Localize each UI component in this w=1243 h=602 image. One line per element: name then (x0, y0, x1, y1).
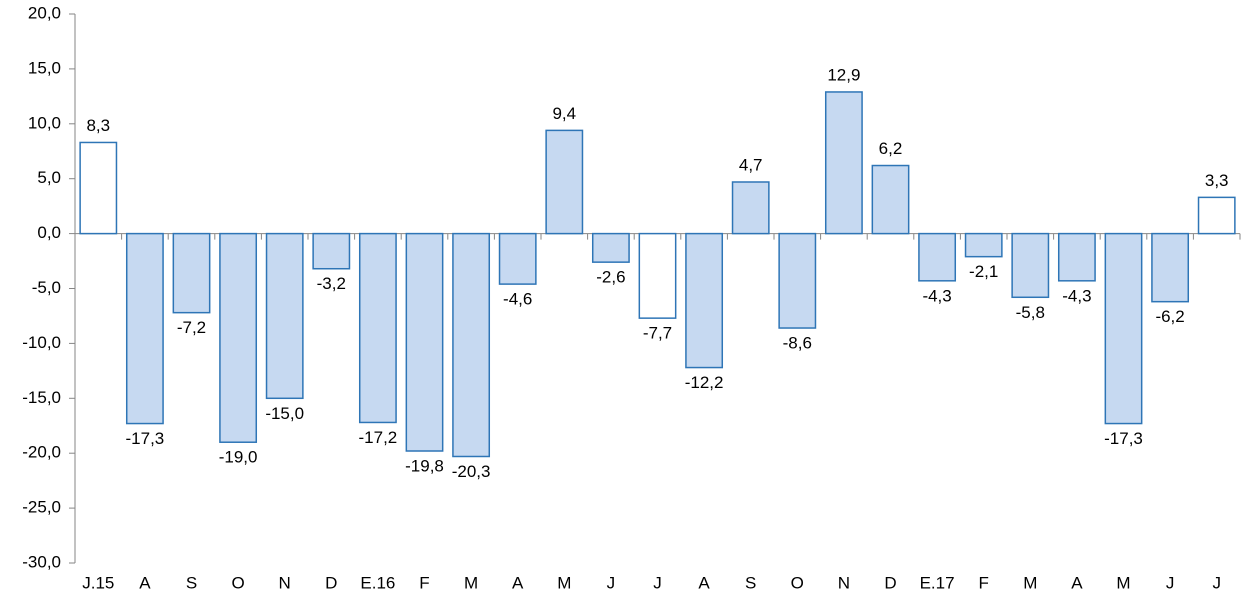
x-tick-label: N (279, 573, 291, 592)
bar (405, 232, 444, 452)
value-label: -19,0 (219, 448, 258, 467)
x-tick-label: D (325, 573, 337, 592)
value-label: -20,3 (452, 462, 491, 481)
x-tick-label: E.16 (360, 573, 395, 592)
y-tick-label: -15,0 (22, 388, 61, 407)
value-label: -5,8 (1016, 303, 1045, 322)
bar (1197, 196, 1236, 235)
bar (452, 232, 491, 458)
bar (685, 232, 724, 369)
x-tick-label: S (186, 573, 197, 592)
x-tick-label: J (1166, 573, 1175, 592)
bar (918, 232, 957, 282)
x-tick-label: A (698, 573, 710, 592)
y-tick-label: -10,0 (22, 333, 61, 352)
bar (824, 91, 863, 235)
value-label: 6,2 (879, 139, 903, 158)
y-tick-label: 15,0 (28, 58, 61, 77)
value-label: 9,4 (552, 104, 576, 123)
value-label: 8,3 (86, 116, 110, 135)
x-tick-label: O (791, 573, 804, 592)
value-label: -7,2 (177, 318, 206, 337)
bar (778, 232, 817, 329)
bar (1104, 232, 1143, 425)
value-label: 3,3 (1205, 171, 1229, 190)
bar (265, 232, 304, 400)
x-tick-label: M (557, 573, 571, 592)
x-tick-label: J (607, 573, 616, 592)
value-label: -4,6 (503, 290, 532, 309)
x-tick-label: E.17 (920, 573, 955, 592)
y-tick-label: -30,0 (22, 552, 61, 571)
value-label: 4,7 (739, 155, 763, 174)
x-tick-label: A (139, 573, 151, 592)
x-tick-label: S (745, 573, 756, 592)
value-label: 12,9 (827, 65, 860, 84)
bar (545, 129, 584, 235)
bar (498, 232, 537, 285)
bar (125, 232, 164, 425)
y-tick-label: -20,0 (22, 443, 61, 462)
value-label: -2,6 (596, 268, 625, 287)
y-tick-label: 20,0 (28, 3, 61, 22)
y-tick-label: 5,0 (37, 168, 61, 187)
value-label: -4,3 (922, 286, 951, 305)
x-tick-label: D (884, 573, 896, 592)
x-tick-label: J (1212, 573, 1221, 592)
x-tick-label: N (838, 573, 850, 592)
x-tick-label: F (419, 573, 429, 592)
value-label: -8,6 (783, 334, 812, 353)
y-tick-label: 10,0 (28, 113, 61, 132)
y-tick-label: -5,0 (32, 278, 61, 297)
x-tick-label: A (512, 573, 524, 592)
value-label: -3,2 (317, 274, 346, 293)
value-label: -6,2 (1155, 307, 1184, 326)
value-label: -4,3 (1062, 286, 1091, 305)
x-tick-label: F (979, 573, 989, 592)
x-tick-label: M (1116, 573, 1130, 592)
bar (79, 141, 118, 235)
value-label: -12,2 (685, 373, 724, 392)
bar (312, 232, 351, 270)
bar (591, 232, 630, 263)
value-label: -7,7 (643, 324, 672, 343)
x-tick-label: J.15 (82, 573, 114, 592)
y-tick-label: -25,0 (22, 498, 61, 517)
value-label: -17,2 (359, 428, 398, 447)
bar (1011, 232, 1050, 299)
bar (731, 181, 770, 235)
y-tick-label: 0,0 (37, 223, 61, 242)
x-tick-label: A (1071, 573, 1083, 592)
x-tick-label: J (653, 573, 662, 592)
bar (358, 232, 397, 424)
bar (964, 232, 1003, 258)
x-tick-label: M (1023, 573, 1037, 592)
value-label: -17,3 (126, 429, 165, 448)
x-tick-label: M (464, 573, 478, 592)
value-label: -17,3 (1104, 429, 1143, 448)
bar (1057, 232, 1096, 282)
bar (1151, 232, 1190, 303)
value-label: -19,8 (405, 456, 444, 475)
value-label: -2,1 (969, 262, 998, 281)
bar (871, 164, 910, 235)
bar (638, 232, 677, 319)
bar (219, 232, 258, 443)
value-label: -15,0 (265, 404, 304, 423)
x-tick-label: O (231, 573, 244, 592)
bar (172, 232, 211, 314)
